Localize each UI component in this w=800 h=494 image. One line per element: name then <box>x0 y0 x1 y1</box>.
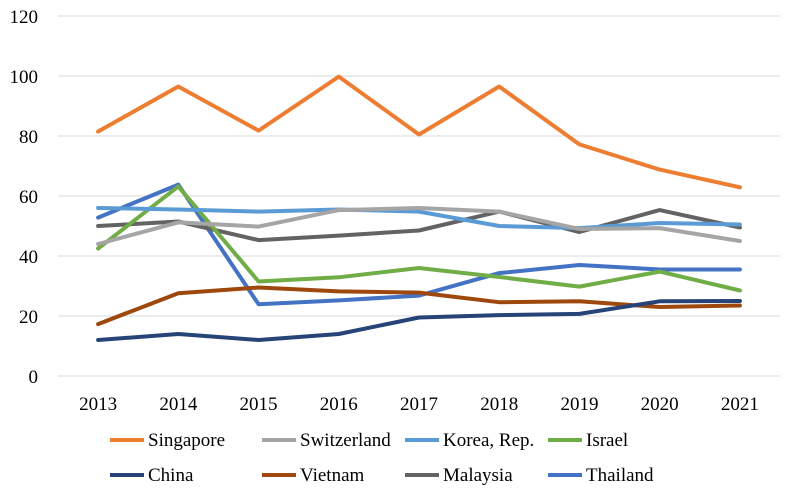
x-tick-label: 2021 <box>721 394 759 415</box>
legend-label: Korea, Rep. <box>443 430 534 451</box>
y-tick-label: 0 <box>29 367 39 388</box>
y-tick-label: 60 <box>19 187 38 208</box>
series-lines <box>96 74 742 342</box>
legend-label: Malaysia <box>443 465 513 486</box>
series-line-singapore <box>96 74 742 190</box>
y-tick-label: 100 <box>10 67 39 88</box>
y-axis-ticks: 0 20 40 60 80 100 120 <box>10 7 39 388</box>
legend-item-korea-rep: Korea, Rep. <box>405 430 534 451</box>
legend-item-malaysia: Malaysia <box>405 465 513 486</box>
legend-label: Thailand <box>586 465 654 486</box>
x-axis-ticks: 2013 2014 2015 2016 2017 2018 2019 2020 2021 <box>79 394 759 415</box>
legend-label: Switzerland <box>300 430 391 451</box>
legend-item-singapore: Singapore <box>110 430 225 451</box>
legend-item-china: China <box>110 465 194 486</box>
legend-label: Israel <box>586 430 628 451</box>
x-tick-label: 2015 <box>240 394 278 415</box>
series-line-israel <box>96 184 742 293</box>
y-tick-label: 120 <box>10 7 39 28</box>
x-tick-label: 2020 <box>641 394 679 415</box>
x-tick-label: 2014 <box>159 394 198 415</box>
legend-label: Singapore <box>148 430 225 451</box>
legend: Singapore Switzerland Korea, Rep. Israel Chi… <box>110 430 654 486</box>
legend-item-switzerland: Switzerland <box>262 430 391 451</box>
legend-label: Vietnam <box>300 465 365 486</box>
legend-item-israel: Israel <box>548 430 628 451</box>
legend-item-vietnam: Vietnam <box>262 465 365 486</box>
y-tick-label: 80 <box>19 127 38 148</box>
legend-label: China <box>148 465 194 486</box>
y-tick-label: 40 <box>19 247 38 268</box>
x-tick-label: 2017 <box>400 394 438 415</box>
x-tick-label: 2019 <box>560 394 598 415</box>
x-tick-label: 2016 <box>320 394 358 415</box>
x-tick-label: 2013 <box>79 394 117 415</box>
x-tick-label: 2018 <box>480 394 518 415</box>
legend-item-thailand: Thailand <box>548 465 654 486</box>
y-tick-label: 20 <box>19 307 38 328</box>
